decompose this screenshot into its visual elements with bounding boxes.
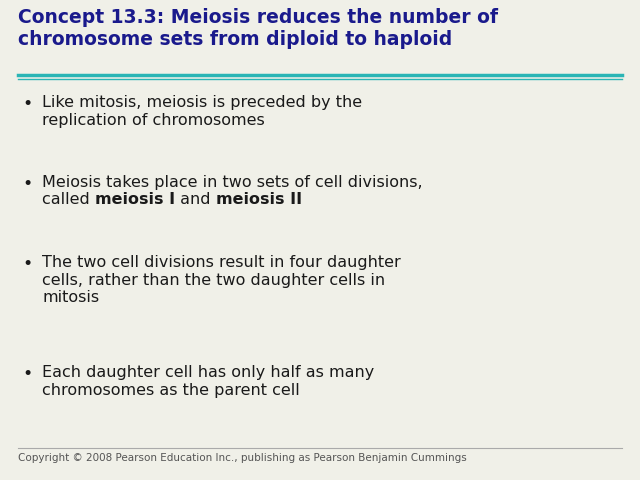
Text: meiosis I: meiosis I: [95, 192, 175, 207]
Text: •: •: [22, 365, 32, 383]
Text: Concept 13.3: Meiosis reduces the number of: Concept 13.3: Meiosis reduces the number…: [18, 8, 498, 27]
Text: Copyright © 2008 Pearson Education Inc., publishing as Pearson Benjamin Cummings: Copyright © 2008 Pearson Education Inc.,…: [18, 453, 467, 463]
Text: called: called: [42, 192, 95, 207]
Text: Each daughter cell has only half as many: Each daughter cell has only half as many: [42, 365, 374, 380]
Text: •: •: [22, 95, 32, 113]
Text: Like mitosis, meiosis is preceded by the: Like mitosis, meiosis is preceded by the: [42, 95, 362, 110]
Text: cells, rather than the two daughter cells in: cells, rather than the two daughter cell…: [42, 273, 385, 288]
Text: •: •: [22, 175, 32, 193]
Text: meiosis II: meiosis II: [216, 192, 301, 207]
Text: Meiosis takes place in two sets of cell divisions,: Meiosis takes place in two sets of cell …: [42, 175, 422, 190]
Text: replication of chromosomes: replication of chromosomes: [42, 112, 265, 128]
Text: •: •: [22, 255, 32, 273]
Text: chromosome sets from diploid to haploid: chromosome sets from diploid to haploid: [18, 30, 452, 49]
Text: mitosis: mitosis: [42, 290, 99, 305]
Text: The two cell divisions result in four daughter: The two cell divisions result in four da…: [42, 255, 401, 270]
Text: and: and: [175, 192, 216, 207]
Text: chromosomes as the parent cell: chromosomes as the parent cell: [42, 383, 300, 397]
